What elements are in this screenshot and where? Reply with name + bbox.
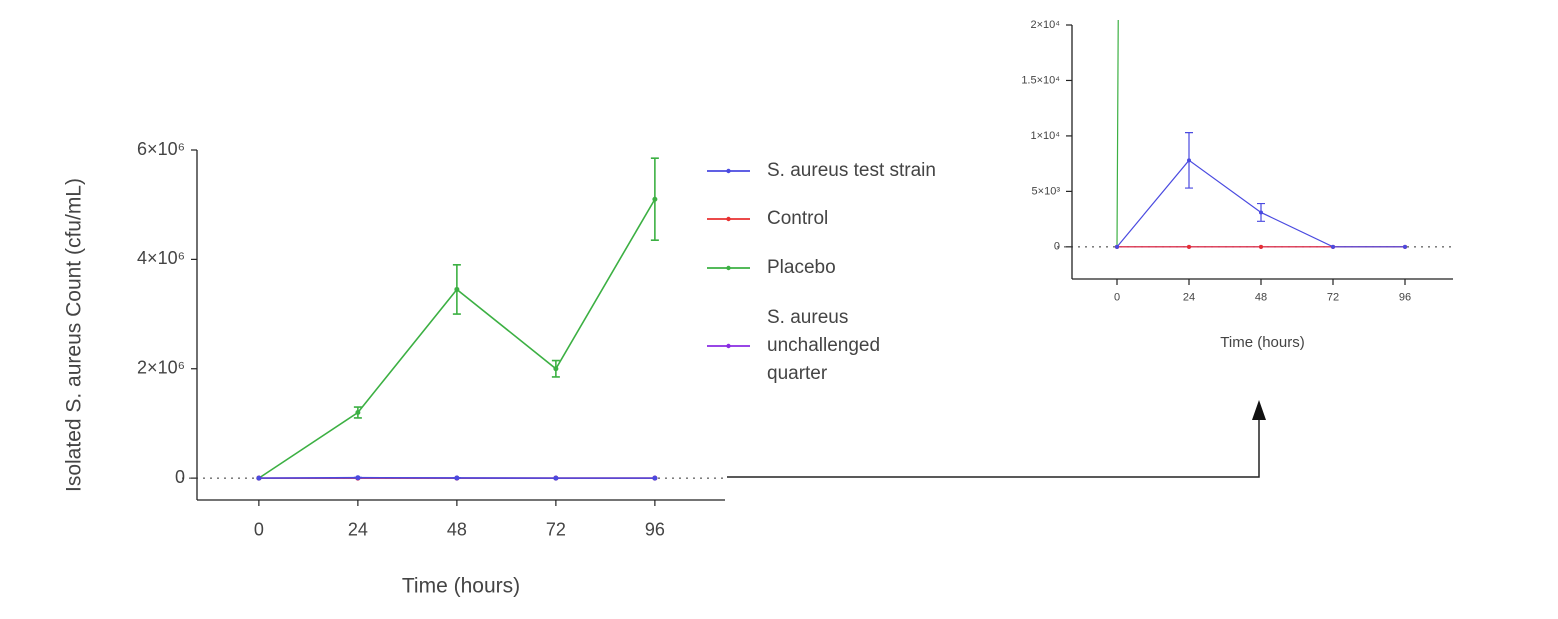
data-point (1187, 158, 1191, 163)
x-tick-label: 0 (254, 519, 264, 539)
zoom-arrow-head (1252, 400, 1266, 420)
x-tick-label: 96 (1399, 292, 1411, 304)
series-line (258, 198, 656, 479)
y-tick-label: 1×10⁴ (1030, 130, 1060, 142)
x-tick-label: 24 (1183, 292, 1195, 304)
plot-area (1115, 20, 1407, 249)
x-axis-label: Time (hours) (402, 575, 520, 598)
data-point (1187, 244, 1191, 249)
x-tick-label: 48 (1255, 292, 1267, 304)
y-tick-label: 0 (1054, 241, 1060, 253)
legend-marker (726, 168, 731, 174)
legend-marker (726, 265, 731, 271)
x-tick-label: 48 (447, 519, 467, 539)
legend-label: Control (767, 208, 828, 229)
x-tick-label: 96 (645, 519, 665, 539)
data-point (553, 366, 559, 372)
y-tick-label: 4×10⁶ (137, 248, 185, 268)
data-point (1331, 244, 1335, 249)
data-point (355, 475, 361, 481)
legend-marker (726, 343, 731, 349)
x-axis-label: Time (hours) (1220, 334, 1304, 351)
data-point (454, 475, 460, 481)
x-tick-label: 72 (1327, 292, 1339, 304)
x-tick-label: 72 (546, 519, 566, 539)
data-point (652, 196, 658, 202)
zoom-arrow (727, 420, 1260, 478)
legend-label: S. aureus unchallenged quarter (767, 307, 885, 384)
y-tick-label: 1.5×10⁴ (1021, 74, 1060, 86)
data-point (256, 475, 262, 481)
data-point (355, 410, 361, 415)
plot-area (256, 157, 659, 481)
y-tick-label: 0 (175, 467, 185, 487)
legend-label: Placebo (767, 257, 836, 278)
data-point (1259, 244, 1263, 249)
data-point (1115, 244, 1119, 249)
data-point (553, 475, 559, 481)
x-tick-label: 0 (1114, 292, 1120, 304)
legend-marker (726, 216, 731, 222)
data-point (1259, 210, 1263, 215)
data-point (1403, 244, 1407, 249)
y-tick-label: 6×10⁶ (137, 139, 185, 159)
y-tick-label: 2×10⁴ (1030, 19, 1060, 31)
legend-label: S. aureus test strain (767, 160, 936, 181)
data-point (652, 475, 658, 481)
y-tick-label: 5×10³ (1032, 185, 1061, 197)
x-tick-label: 24 (348, 519, 368, 539)
y-axis-label: Isolated S. aureus Count (cfu/mL) (63, 178, 86, 492)
data-point (454, 286, 460, 292)
y-tick-label: 2×10⁶ (137, 358, 185, 378)
